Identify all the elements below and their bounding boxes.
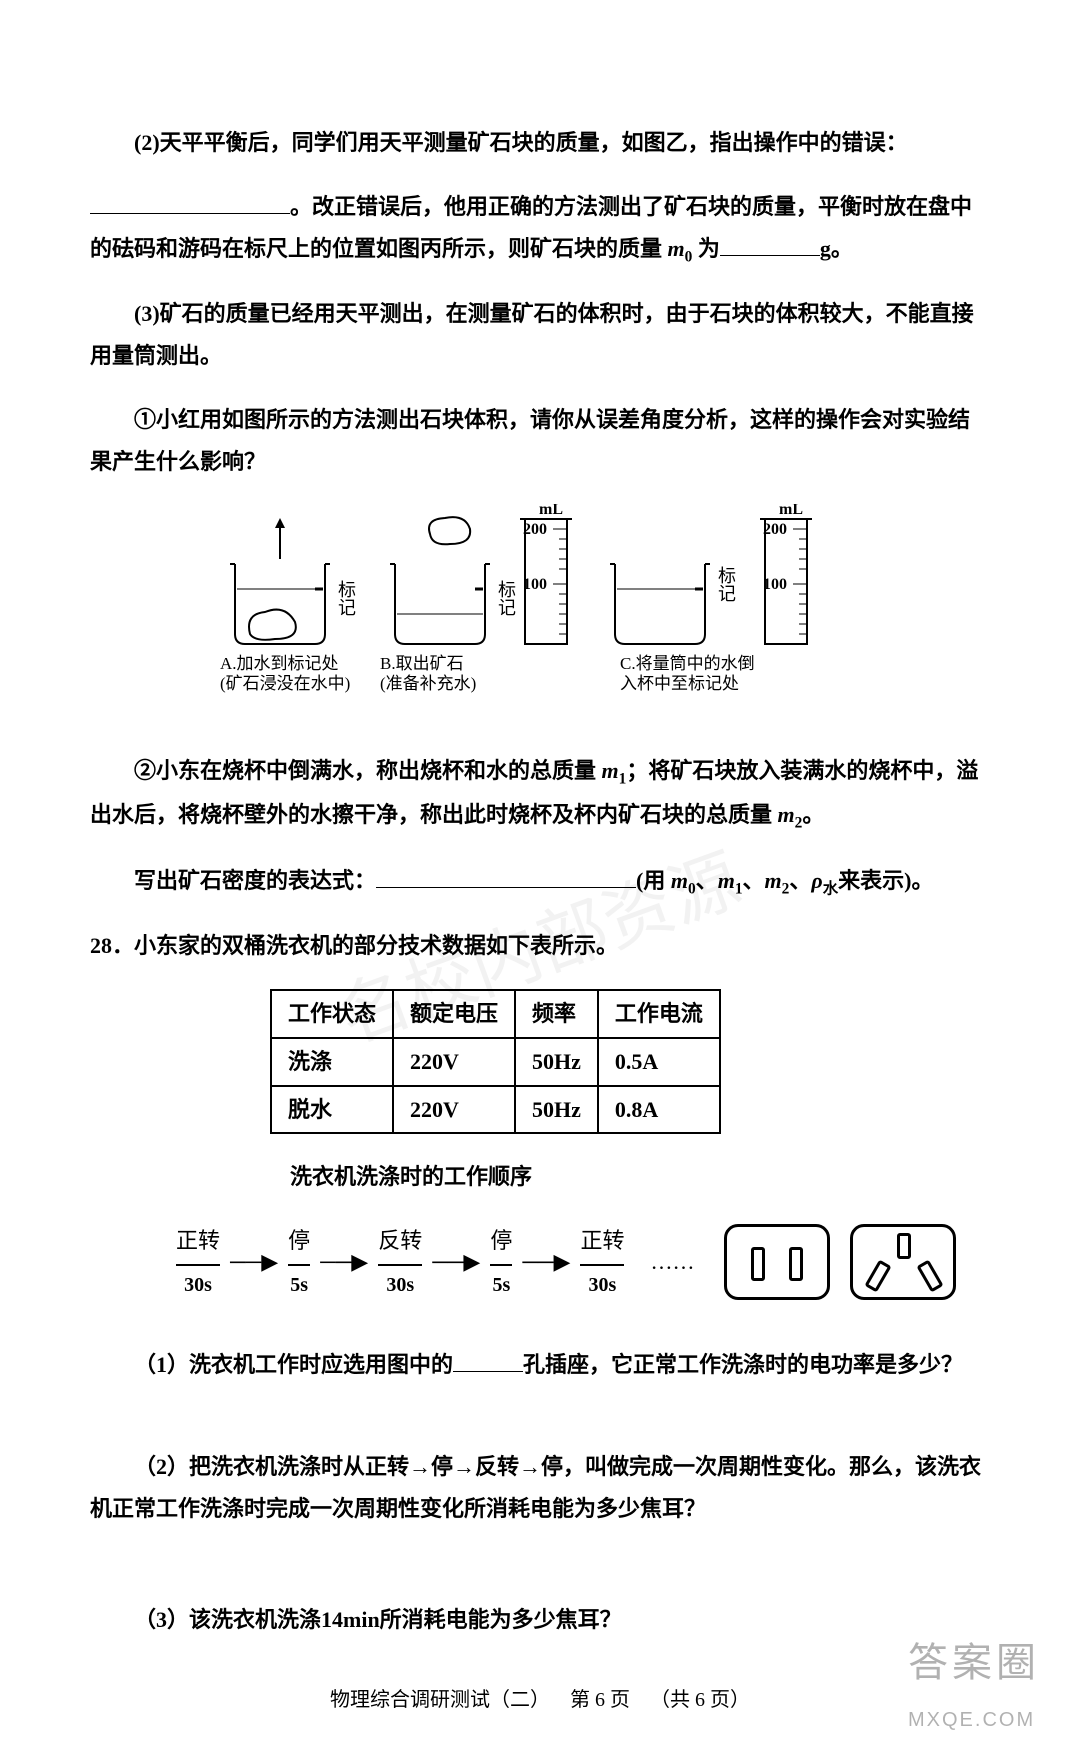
svg-text:mL: mL <box>539 504 563 518</box>
q27-density: 写出矿石密度的表达式：(用 m0、m1、m2、ρ水来表示)。 <box>90 860 990 904</box>
arrow-icon: ──▶ <box>320 1241 368 1283</box>
cap-a2: (矿石浸没在水中) <box>220 674 350 693</box>
th: 频率 <box>515 990 598 1038</box>
q27-part3-2: ②小东在烧杯中倒满水，称出烧杯和水的总质量 m1；将矿石块放入装满水的烧杯中，溢… <box>90 750 990 837</box>
th: 额定电压 <box>393 990 515 1038</box>
svg-text:记: 记 <box>498 598 516 618</box>
flow-diagram: 正转 30s ──▶ 停 5s ──▶ 反转 30s ──▶ 停 5s ──▶ … <box>170 1220 990 1304</box>
page-footer: 物理综合调研测试（二） 第 6 页 （共 6 页） <box>90 1681 990 1719</box>
unit-g: g。 <box>820 236 853 261</box>
svg-text:200: 200 <box>523 521 547 538</box>
q27-part2: (2)天平平衡后，同学们用天平测量矿石块的质量，如图乙，指出操作中的错误： <box>90 122 990 164</box>
cap-c2: 入杯中至标记处 <box>620 674 739 693</box>
svg-text:100: 100 <box>523 576 547 593</box>
cylinder-left: mL 200 100 <box>520 504 572 644</box>
svg-text:标: 标 <box>718 566 736 586</box>
svg-text:标: 标 <box>338 580 356 600</box>
beaker-c: 标 记 <box>610 564 736 644</box>
q28-3: （3）该洗衣机洗涤14min所消耗电能为多少焦耳？ <box>90 1599 990 1641</box>
blank-socket <box>453 1349 523 1372</box>
cap-b1: B.取出矿石 <box>380 654 464 673</box>
arrow-icon: ──▶ <box>432 1241 480 1283</box>
spec-table: 工作状态 额定电压 频率 工作电流 洗涤 220V 50Hz 0.5A 脱水 2… <box>270 989 721 1134</box>
sockets <box>724 1224 956 1300</box>
table-row: 工作状态 额定电压 频率 工作电流 <box>271 990 720 1038</box>
blank-mass <box>720 233 820 256</box>
svg-text:mL: mL <box>779 504 803 518</box>
svg-text:标: 标 <box>498 580 516 600</box>
diagram-svg: 标 记 标 记 <box>220 504 860 714</box>
arrow-icon: ──▶ <box>230 1241 278 1283</box>
q27-part3: (3)矿石的质量已经用天平测出，在测量矿石的体积时，由于石块的体积较大，不能直接… <box>90 293 990 377</box>
socket-2pin <box>724 1224 830 1300</box>
q28-1: （1）洗衣机工作时应选用图中的孔插座，它正常工作洗涤时的电功率是多少？ <box>90 1344 990 1386</box>
svg-text:记: 记 <box>718 584 736 604</box>
cap-c1: C.将量筒中的水倒 <box>620 654 755 673</box>
cap-b2: (准备补充水) <box>380 674 476 693</box>
text: ②小东在烧杯中倒满水，称出烧杯和水的总质量 <box>134 758 602 783</box>
cylinder-right: mL 200 100 <box>760 504 812 644</box>
beaker-b: 标 记 <box>390 518 516 645</box>
q27-part2-line2: 。改正错误后，他用正确的方法测出了矿石块的质量，平衡时放在盘中的砝码和游码在标尺… <box>90 186 990 271</box>
text: (3)矿石的质量已经用天平测出，在测量矿石的体积时，由于石块的体积较大，不能直接… <box>90 301 974 368</box>
blank-density <box>376 865 636 888</box>
blank-error <box>90 191 290 214</box>
th: 工作状态 <box>271 990 393 1038</box>
table-row: 洗涤 220V 50Hz 0.5A <box>271 1038 720 1086</box>
q27-part3-1: ①小红用如图所示的方法测出石块体积，请你从误差角度分析，这样的操作会对实验结果产… <box>90 399 990 483</box>
washer-title: 洗衣机洗涤时的工作顺序 <box>290 1156 990 1198</box>
svg-text:100: 100 <box>763 576 787 593</box>
th: 工作电流 <box>598 990 720 1038</box>
text: 为 <box>692 236 720 261</box>
var-m0: m <box>668 236 685 261</box>
text: (2)天平平衡后，同学们用天平测量矿石块的质量，如图乙，指出操作中的错误： <box>134 130 908 155</box>
text: ①小红用如图所示的方法测出石块体积，请你从误差角度分析，这样的操作会对实验结果产… <box>90 407 970 474</box>
table-row: 脱水 220V 50Hz 0.8A <box>271 1086 720 1134</box>
cap-a1: A.加水到标记处 <box>220 654 339 673</box>
beaker-diagram: 标 记 标 记 <box>90 504 990 728</box>
svg-text:200: 200 <box>763 521 787 538</box>
arrow-icon: ──▶ <box>522 1241 570 1283</box>
corner-watermark: 答案圈 MXQE.COM <box>908 1625 1040 1739</box>
svg-text:记: 记 <box>338 598 356 618</box>
exam-page: 名校内部资源 (2)天平平衡后，同学们用天平测量矿石块的质量，如图乙，指出操作中… <box>0 0 1080 1759</box>
beaker-a: 标 记 <box>230 518 356 644</box>
socket-3pin <box>850 1224 956 1300</box>
question-28: 28．小东家的双桶洗衣机的部分技术数据如下表所示。 工作状态 额定电压 频率 工… <box>90 925 990 1641</box>
q28-2: （2）把洗衣机洗涤时从正转→停→反转→停，叫做完成一次周期性变化。那么，该洗衣机… <box>90 1446 990 1530</box>
q28-intro: 28．小东家的双桶洗衣机的部分技术数据如下表所示。 <box>90 925 990 967</box>
